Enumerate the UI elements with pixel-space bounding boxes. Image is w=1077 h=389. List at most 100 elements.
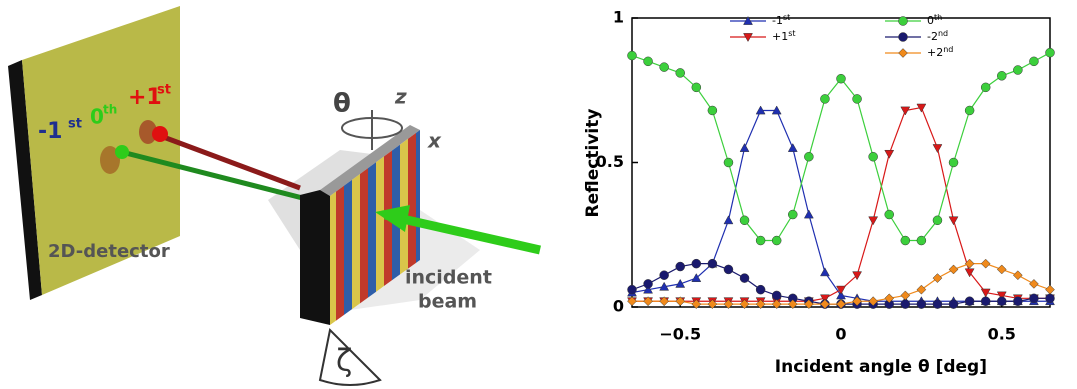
marker <box>996 264 1007 275</box>
marker <box>771 235 782 246</box>
marker <box>804 151 814 162</box>
marker <box>932 299 943 309</box>
marker <box>868 216 879 226</box>
marker <box>675 296 686 307</box>
marker <box>787 299 798 309</box>
marker <box>691 258 702 269</box>
marker <box>852 271 863 281</box>
marker <box>964 268 975 278</box>
spot-zero <box>115 145 129 159</box>
marker <box>964 296 975 306</box>
legend-label: -1st <box>772 13 790 28</box>
marker <box>771 105 782 115</box>
order-label: +1 <box>128 85 162 110</box>
marker <box>980 296 991 306</box>
marker <box>755 105 766 115</box>
zeta: ζ <box>336 344 352 379</box>
y-tick-label: 0 <box>613 297 624 316</box>
marker <box>900 235 911 246</box>
marker <box>643 296 653 307</box>
spot-plus1 <box>152 126 168 142</box>
marker <box>755 235 766 246</box>
marker <box>659 270 669 280</box>
marker <box>948 299 959 309</box>
marker <box>820 94 830 104</box>
marker <box>1013 65 1023 75</box>
marker <box>900 106 911 116</box>
z-label: z <box>394 85 407 109</box>
marker <box>743 15 753 25</box>
grating <box>330 130 420 325</box>
series <box>627 105 1055 306</box>
incident-label: incident <box>405 267 492 289</box>
marker <box>916 299 927 309</box>
marker <box>1012 270 1023 281</box>
marker <box>852 94 862 104</box>
marker <box>1045 47 1055 58</box>
marker <box>836 299 846 309</box>
marker <box>803 299 814 309</box>
series <box>627 258 1055 309</box>
marker <box>932 215 943 226</box>
angle <box>318 327 382 386</box>
marker <box>675 68 685 78</box>
series-line <box>631 109 1050 302</box>
marker <box>948 216 959 226</box>
marker <box>898 32 908 42</box>
marker <box>884 293 895 304</box>
order-label: 0 <box>90 105 104 129</box>
y-tick-label: 0.5 <box>596 152 624 171</box>
marker <box>675 261 685 272</box>
spot <box>100 146 120 174</box>
marker <box>743 33 753 43</box>
marker <box>1013 296 1023 306</box>
chart: Incident angle θ [deg] Reflectivity 0 0.5… <box>583 8 1055 377</box>
marker <box>868 151 878 162</box>
marker <box>916 284 927 295</box>
marker <box>771 290 782 301</box>
x-tick-label: 0 <box>835 325 846 344</box>
x-tick-label: −0.5 <box>659 325 701 344</box>
series-line <box>632 106 1050 302</box>
marker <box>916 103 927 113</box>
marker <box>980 82 991 93</box>
marker <box>1029 293 1039 304</box>
marker <box>803 209 814 219</box>
arrow-head <box>375 205 410 232</box>
marker <box>723 157 734 168</box>
marker <box>1045 284 1055 295</box>
marker <box>948 157 959 168</box>
marker <box>964 105 975 116</box>
marker <box>820 299 830 309</box>
marker <box>691 82 702 93</box>
marker <box>997 296 1007 306</box>
marker <box>819 267 830 277</box>
beam-plus1 <box>157 132 301 191</box>
marker <box>1029 56 1039 67</box>
marker <box>659 62 669 72</box>
marker <box>1045 293 1055 304</box>
grating-side <box>300 190 330 325</box>
marker <box>755 284 766 295</box>
marker <box>643 279 653 289</box>
marker <box>723 264 734 275</box>
series <box>627 47 1055 246</box>
marker <box>884 149 895 159</box>
theta: θ <box>333 89 351 119</box>
series <box>627 258 1055 309</box>
marker <box>723 299 734 309</box>
x-tick-label: 0.5 <box>988 325 1016 344</box>
marker <box>643 56 653 67</box>
marker <box>707 258 718 269</box>
marker <box>659 281 670 291</box>
legend-label: +2nd <box>927 45 953 60</box>
marker <box>675 278 686 288</box>
legend-label: +1st <box>772 29 796 44</box>
legend-label: 0th <box>927 13 942 28</box>
y-tick-label: 1 <box>613 8 624 27</box>
order-sup: th <box>103 103 117 117</box>
marker <box>997 71 1007 81</box>
marker <box>819 294 830 304</box>
marker <box>916 235 927 246</box>
marker <box>627 284 637 295</box>
